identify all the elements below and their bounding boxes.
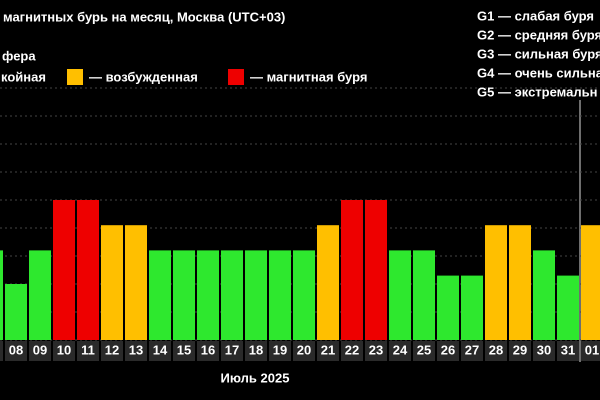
- bar: [557, 275, 579, 340]
- x-tick-label: 31: [561, 342, 575, 357]
- x-label-cell: [389, 341, 411, 361]
- bar: [389, 250, 411, 340]
- bar: [269, 250, 291, 340]
- bar: [341, 200, 363, 340]
- x-tick-label: 22: [345, 342, 359, 357]
- bar: [173, 250, 195, 340]
- scale-note: G2 — средняя буря: [477, 27, 600, 42]
- x-label-cell: [269, 341, 291, 361]
- bar: [221, 250, 243, 340]
- x-tick-label: 01: [585, 342, 599, 357]
- x-tick-label: 15: [177, 342, 191, 357]
- x-label-cell: [245, 341, 267, 361]
- x-tick-label: 14: [153, 342, 168, 357]
- bar: [197, 250, 219, 340]
- x-label-cell: [413, 341, 435, 361]
- bar: [77, 200, 99, 340]
- bar: [101, 225, 123, 340]
- x-label-cell: [533, 341, 555, 361]
- legend-label: — возбужденная: [89, 69, 198, 84]
- x-axis-label: Июль 2025: [221, 370, 290, 385]
- bar: [317, 225, 339, 340]
- x-tick-label: 20: [297, 342, 311, 357]
- bar: [149, 250, 171, 340]
- x-label-cell: [557, 341, 579, 361]
- x-label-cell: [509, 341, 531, 361]
- bar: [413, 250, 435, 340]
- x-label-cell: [53, 341, 75, 361]
- x-label-cell: [125, 341, 147, 361]
- x-label-cell: [293, 341, 315, 361]
- bar: [245, 250, 267, 340]
- bar: [5, 284, 27, 340]
- bar: [293, 250, 315, 340]
- scale-note: G3 — сильная буря: [477, 46, 600, 61]
- bar: [125, 225, 147, 340]
- x-tick-label: 23: [369, 342, 383, 357]
- x-tick-label: 18: [249, 342, 263, 357]
- x-tick-label: 10: [57, 342, 71, 357]
- legend-swatch: [228, 69, 244, 85]
- bar: [0, 250, 3, 340]
- x-label-cell: [0, 341, 3, 361]
- x-tick-label: 16: [201, 342, 215, 357]
- x-tick-label: 12: [105, 342, 119, 357]
- x-tick-label: 09: [33, 342, 47, 357]
- x-tick-label: 13: [129, 342, 143, 357]
- chart-title: магнитных бурь на месяц, Москва (UTC+03): [3, 9, 285, 24]
- x-tick-label: 29: [513, 342, 527, 357]
- x-label-cell: [29, 341, 51, 361]
- x-tick-label: 27: [465, 342, 479, 357]
- x-tick-label: 25: [417, 342, 431, 357]
- x-label-cell: [77, 341, 99, 361]
- x-tick-label: 11: [81, 342, 95, 357]
- bar: [29, 250, 51, 340]
- x-label-cell: [317, 341, 339, 361]
- x-tick-label: 24: [393, 342, 408, 357]
- scale-note: G1 — слабая буря: [477, 8, 594, 23]
- legend-swatch: [67, 69, 83, 85]
- x-tick-label: 19: [273, 342, 287, 357]
- x-label-cell: [173, 341, 195, 361]
- x-label-cell: [485, 341, 507, 361]
- x-label-cell: [197, 341, 219, 361]
- x-label-cell: [437, 341, 459, 361]
- x-label-cell: [149, 341, 171, 361]
- subtitle: фера: [2, 48, 36, 63]
- x-label-cell: [221, 341, 243, 361]
- x-label-cell: [341, 341, 363, 361]
- bar: [509, 225, 531, 340]
- x-tick-label: 21: [321, 342, 335, 357]
- x-label-cell: [365, 341, 387, 361]
- bar: [437, 275, 459, 340]
- bar: [485, 225, 507, 340]
- x-label-cell: [461, 341, 483, 361]
- bar: [365, 200, 387, 340]
- scale-note: G4 — очень сильна: [477, 65, 600, 80]
- x-tick-label: 28: [489, 342, 503, 357]
- x-label-cell: [5, 341, 27, 361]
- x-tick-label: 30: [537, 342, 551, 357]
- x-tick-label: 08: [9, 342, 23, 357]
- x-label-cell: [101, 341, 123, 361]
- bar: [581, 225, 600, 340]
- x-tick-label: 26: [441, 342, 455, 357]
- bar: [533, 250, 555, 340]
- bar: [461, 275, 483, 340]
- legend-label: койная: [1, 69, 46, 84]
- scale-note: G5 — экстремальн: [477, 84, 597, 99]
- bar: [53, 200, 75, 340]
- legend-label: — магнитная буря: [250, 69, 367, 84]
- x-label-cell: [581, 341, 600, 361]
- x-tick-label: 17: [225, 342, 239, 357]
